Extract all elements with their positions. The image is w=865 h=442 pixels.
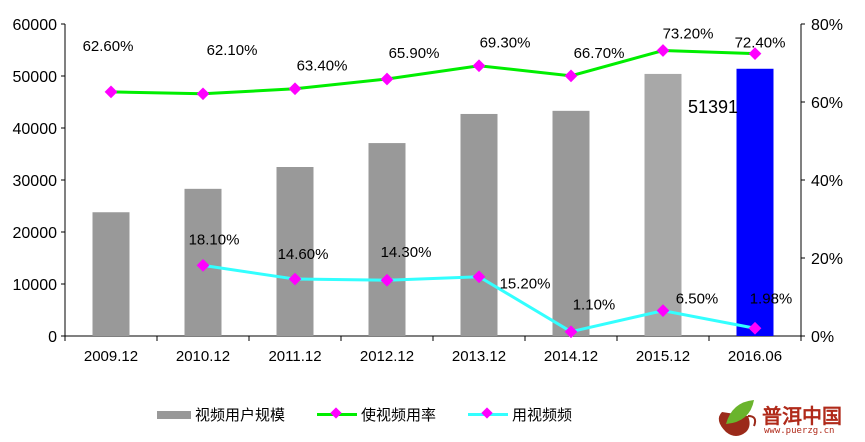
line-data-label: 73.20% (663, 26, 714, 43)
line-data-label: 6.50% (676, 291, 719, 308)
bar (644, 73, 682, 337)
line-data-label: 15.20% (500, 276, 551, 293)
line-marker (472, 270, 486, 284)
right-tick-label: 80% (811, 17, 843, 34)
line-marker (196, 87, 210, 101)
line-data-label: 69.30% (480, 35, 531, 52)
logo-url: www.puerzg.cn (764, 426, 835, 436)
line-marker (288, 82, 302, 96)
x-tick-label: 2012.12 (360, 348, 414, 365)
bar (276, 167, 314, 336)
bar (368, 143, 406, 336)
line-data-label: 65.90% (389, 45, 440, 62)
bar (92, 212, 130, 336)
legend-item-cyan: 用视频频 (468, 404, 572, 425)
left-tick-label: 30000 (13, 173, 58, 190)
x-tick-label: 2016.06 (728, 348, 782, 365)
legend-item-bar: 视频用户规模 (157, 404, 285, 425)
line-marker (564, 69, 578, 83)
legend-swatch (157, 410, 191, 419)
bar (552, 110, 590, 336)
bar-label: 51391 (688, 97, 738, 117)
line-data-label: 72.40% (735, 35, 786, 52)
chart-svg: 0 10000 20000 30000 40000 50000 60000 0% 20% 40% 6… (13, 17, 844, 365)
left-tick-label: 50000 (13, 69, 58, 86)
legend-item-green: 使视频用率 (317, 404, 436, 425)
line-data-label: 1.98% (750, 290, 793, 307)
bar (736, 68, 774, 337)
bar (460, 113, 498, 337)
line-marker (380, 273, 394, 287)
line-data-label: 1.10% (573, 297, 616, 314)
legend-line (468, 407, 509, 419)
teapot-leaf-icon (718, 400, 757, 436)
logo-text: 普洱中国 (762, 404, 842, 428)
x-tick-label: 2011.12 (268, 348, 321, 365)
line-marker (196, 259, 210, 272)
legend: 视频用户规模 使视频用率 用视频频 (157, 404, 604, 425)
line-data-label: 14.60% (278, 246, 329, 263)
right-tick-label: 40% (811, 173, 843, 190)
left-tick-label: 20000 (13, 225, 58, 242)
x-tick-label: 2009.12 (84, 348, 138, 365)
logo: 普洱中国 www.puerzg.cn (712, 398, 862, 442)
line-marker (288, 272, 302, 286)
x-tick-label: 2013.12 (452, 348, 506, 365)
line-data-label: 62.10% (207, 42, 258, 59)
line-data-label: 66.70% (574, 45, 625, 62)
x-tick-label: 2015.12 (636, 348, 690, 365)
legend-label: 用视频频 (512, 406, 573, 424)
right-tick-label: 60% (811, 95, 843, 112)
x-tick-label: 2014.12 (544, 348, 598, 365)
left-tick-label: 60000 (13, 17, 58, 34)
right-tick-label: 0% (811, 329, 834, 346)
x-tick-label: 2010.12 (176, 348, 230, 365)
series-line (110, 49, 756, 96)
line-data-label: 62.60% (83, 38, 134, 55)
line-marker (656, 44, 670, 57)
line-data-label: 18.10% (189, 231, 240, 248)
legend-label: 使视频用率 (361, 406, 437, 424)
line-marker (380, 72, 394, 86)
left-tick-label: 10000 (13, 277, 58, 294)
legend-label: 视频用户规模 (195, 406, 286, 424)
line-data-label: 14.30% (381, 244, 432, 261)
left-tick-label: 40000 (13, 121, 58, 138)
left-tick-label: 0 (48, 329, 57, 346)
line-data-label: 63.40% (297, 58, 348, 75)
right-tick-label: 20% (811, 251, 843, 268)
line-marker (104, 85, 118, 99)
legend-line (317, 407, 358, 419)
line-marker (472, 59, 486, 73)
